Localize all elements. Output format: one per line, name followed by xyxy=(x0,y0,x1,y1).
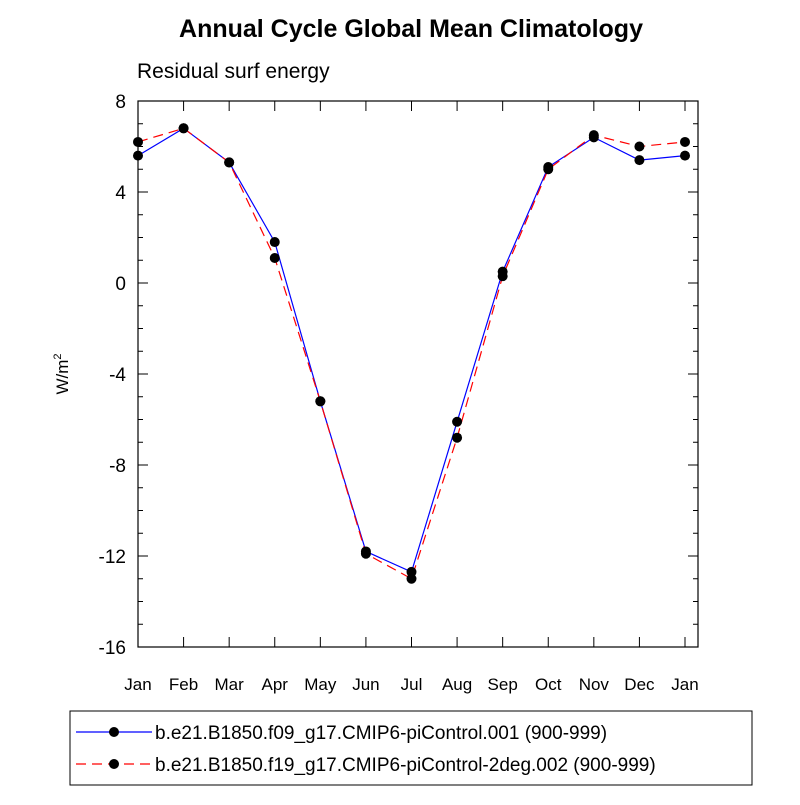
data-point-series-1 xyxy=(452,416,463,427)
data-point-series-2 xyxy=(406,573,417,584)
data-point-series-2 xyxy=(224,157,235,168)
y-tick-label: -16 xyxy=(99,638,126,659)
y-tick-label: -4 xyxy=(109,365,126,386)
x-tick-label: Apr xyxy=(262,675,289,694)
y-tick-label: 8 xyxy=(115,92,126,113)
data-point-series-2 xyxy=(178,123,189,134)
legend-marker-2 xyxy=(109,759,119,769)
data-point-series-2 xyxy=(360,548,371,559)
y-axis-label-text: W/m xyxy=(53,360,72,395)
legend-label-1: b.e21.B1850.f09_g17.CMIP6-piControl.001 … xyxy=(155,723,607,744)
data-point-series-2 xyxy=(497,271,508,282)
x-tick-label: Jun xyxy=(352,675,379,694)
x-tick-label: Feb xyxy=(169,675,198,694)
data-point-series-1 xyxy=(680,150,690,161)
y-tick-label: -12 xyxy=(99,547,126,568)
x-tick-label: Jan xyxy=(671,675,698,694)
series-line-1 xyxy=(137,127,686,573)
y-axis-label-superscript: 2 xyxy=(52,353,64,359)
series-line-2 xyxy=(137,127,686,580)
plot-frame xyxy=(137,100,699,648)
x-tick-label: Sep xyxy=(488,675,518,694)
data-point-series-2 xyxy=(543,164,554,175)
x-tick-label: Nov xyxy=(579,675,610,694)
y-tick-label: -8 xyxy=(109,456,126,477)
x-tick-label: Oct xyxy=(535,675,562,694)
x-tick-label: Jul xyxy=(401,675,423,694)
y-axis-label: W/m2 xyxy=(52,353,72,394)
x-tick-label: May xyxy=(304,675,337,694)
data-point-series-1 xyxy=(133,150,143,161)
data-point-series-2 xyxy=(133,136,143,147)
x-tick-label: Aug xyxy=(442,675,472,694)
data-point-series-2 xyxy=(315,396,326,407)
data-point-series-1 xyxy=(634,155,645,166)
data-point-series-2 xyxy=(452,432,463,443)
x-tick-label: Mar xyxy=(215,675,245,694)
legend-box xyxy=(69,710,753,786)
data-point-series-2 xyxy=(269,252,280,263)
data-point-series-2 xyxy=(588,130,599,141)
data-point-series-1 xyxy=(269,237,280,248)
x-tick-label: Dec xyxy=(624,675,655,694)
legend-label-2: b.e21.B1850.f19_g17.CMIP6-piControl-2deg… xyxy=(155,755,656,776)
chart-subtitle: Residual surf energy xyxy=(137,60,330,83)
legend-marker-1 xyxy=(109,727,119,737)
y-tick-label: 4 xyxy=(115,183,126,204)
chart-title: Annual Cycle Global Mean Climatology xyxy=(179,15,643,43)
data-point-series-2 xyxy=(634,141,645,152)
data-point-series-2 xyxy=(680,136,690,147)
x-tick-label: Jan xyxy=(124,675,151,694)
y-tick-label: 0 xyxy=(115,274,126,295)
